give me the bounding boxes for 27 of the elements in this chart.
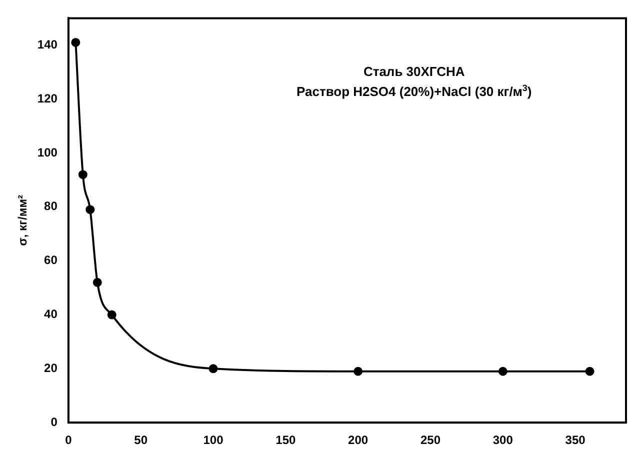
point: [498, 366, 508, 376]
point: [585, 366, 594, 376]
y-tick-label: 40: [44, 307, 58, 322]
point: [107, 310, 116, 320]
x-tick-label: 100: [203, 433, 224, 448]
x-tick-label: 50: [134, 433, 148, 448]
point: [208, 364, 218, 374]
x-tick-label: 350: [565, 433, 586, 448]
y-tick-label: 20: [44, 360, 58, 375]
x-tick-label: 0: [65, 433, 72, 448]
point: [78, 170, 88, 180]
x-tick-label: 150: [276, 433, 296, 448]
x-tick-label: 200: [348, 433, 368, 448]
y-tick-label: 60: [44, 253, 58, 268]
point: [354, 366, 363, 376]
y-axis-title: σ, кг/мм²: [16, 194, 30, 246]
x-tick-label: 250: [420, 433, 441, 448]
point: [92, 278, 102, 287]
y-tick-label: 80: [44, 199, 58, 214]
y-tick-label: 100: [37, 145, 58, 160]
y-tick-label: 120: [37, 91, 58, 106]
point: [86, 205, 95, 214]
y-tick-label: 140: [37, 37, 58, 52]
y-tick-label: 0: [50, 414, 58, 429]
point: [71, 38, 80, 47]
x-tick-label: 300: [492, 433, 514, 448]
text: Сталь 30ХГСНА: [363, 64, 466, 80]
